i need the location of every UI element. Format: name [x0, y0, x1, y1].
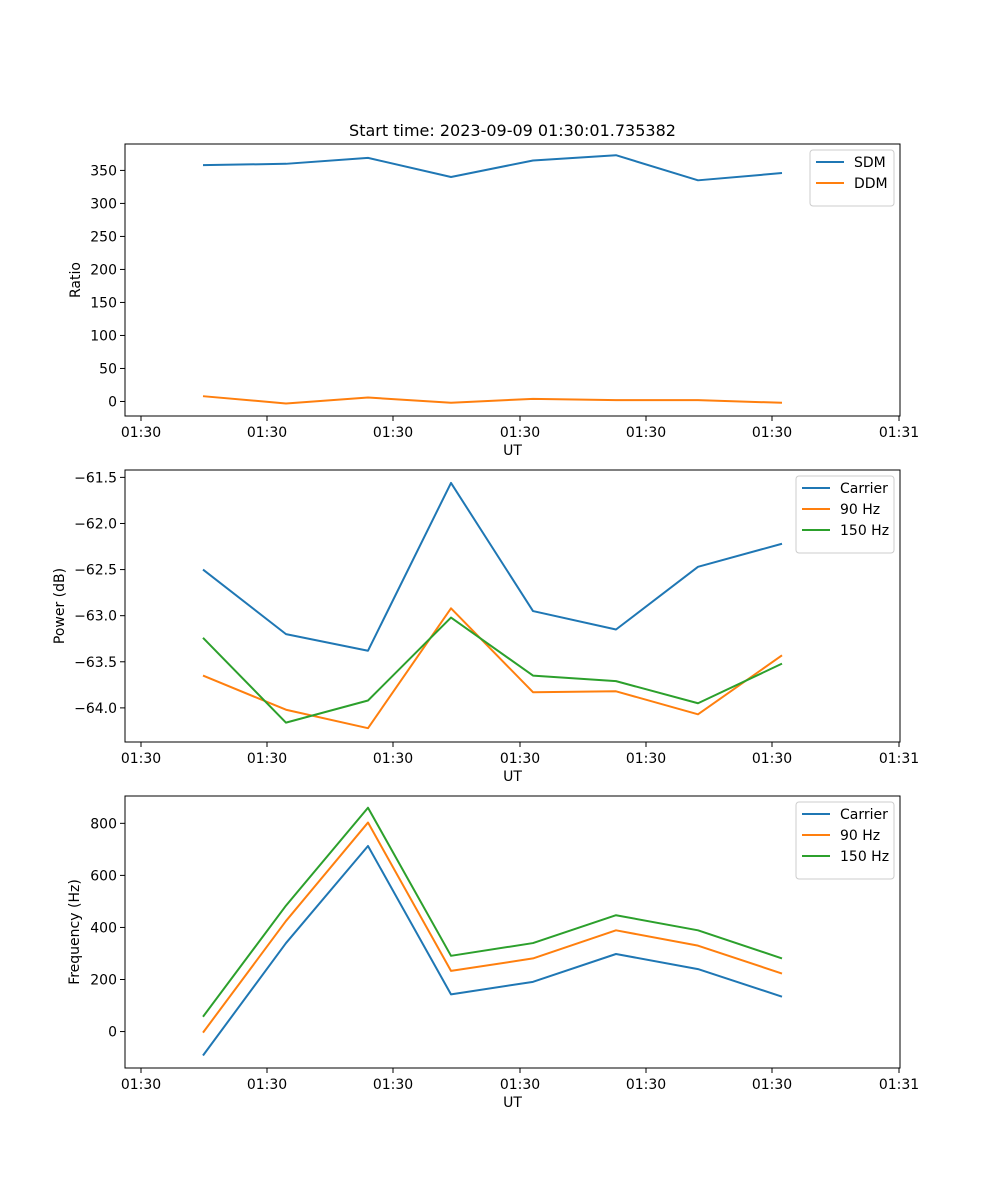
y-axis-label: Frequency (Hz) — [67, 879, 83, 985]
y-tick-label: 150 — [90, 295, 117, 311]
series-line-ddm — [202, 395, 783, 405]
y-tick-label: 350 — [90, 163, 117, 179]
y-tick-label: 400 — [90, 920, 117, 936]
y-tick-label: 200 — [90, 262, 117, 278]
chart-panel-2: 01:30 01:30 01:30 01:30 01:30 01:30 01:31 −64.0… — [52, 469, 919, 785]
x-tick-label: 01:30 — [247, 751, 287, 767]
y-axis-label: Power (dB) — [52, 568, 68, 644]
chart-title: Start time: 2023-09-09 01:30:01.735382 — [349, 121, 676, 140]
y-tick-label: −62.0 — [74, 516, 117, 532]
x-tick-label: 01:30 — [626, 751, 666, 767]
x-axis-label: UT — [503, 1095, 522, 1111]
legend — [809, 149, 895, 207]
y-tick-label: −63.0 — [74, 609, 117, 625]
y-tick-label: 800 — [90, 816, 117, 832]
x-tick-label: 01:30 — [373, 425, 413, 441]
x-tick-label: 01:30 — [752, 425, 792, 441]
x-tick-label: 01:30 — [752, 751, 792, 767]
x-tick-label: 01:30 — [247, 425, 287, 441]
x-tick-label: 01:31 — [879, 1077, 919, 1093]
series-line-150-hz — [202, 616, 783, 724]
y-tick-label: 300 — [90, 196, 117, 212]
series-line-sdm — [202, 154, 783, 182]
y-tick-label: 100 — [90, 328, 117, 344]
x-tick-label: 01:30 — [500, 1077, 540, 1093]
y-tick-label: −64.0 — [74, 701, 117, 717]
plot-area — [124, 143, 901, 417]
y-tick-label: 0 — [108, 394, 117, 410]
x-tick-label: 01:30 — [500, 425, 540, 441]
legend-label: 150 Hz — [840, 523, 889, 539]
legend-label: 150 Hz — [840, 849, 889, 865]
y-tick-label: −62.5 — [74, 563, 117, 579]
series-line-90-hz — [202, 607, 783, 730]
legend — [795, 475, 895, 554]
x-tick-label: 01:31 — [879, 425, 919, 441]
y-tick-label: −63.5 — [74, 655, 117, 671]
y-tick-label: −61.5 — [74, 470, 117, 486]
y-tick-label: 250 — [90, 229, 117, 245]
legend-label: DDM — [854, 176, 888, 192]
y-tick-label: 0 — [108, 1025, 117, 1041]
x-tick-label: 01:30 — [121, 1077, 161, 1093]
x-tick-label: 01:30 — [626, 1077, 666, 1093]
x-tick-label: 01:31 — [879, 751, 919, 767]
series-line-90-hz — [202, 821, 783, 1034]
legend-label: 90 Hz — [840, 502, 880, 518]
x-axis-label: UT — [503, 443, 522, 459]
x-axis-label: UT — [503, 769, 522, 785]
plot-area — [124, 795, 901, 1069]
series-line-carrier — [202, 844, 783, 1057]
chart-panel-3: 01:30 01:30 01:30 01:30 01:30 01:30 01:31 0 200 4… — [67, 795, 919, 1111]
x-tick-label: 01:30 — [500, 751, 540, 767]
x-tick-label: 01:30 — [121, 425, 161, 441]
x-tick-label: 01:30 — [121, 751, 161, 767]
y-axis-label: Ratio — [68, 262, 84, 298]
chart-panel-1: Start time: 2023-09-09 01:30:01.73538201… — [68, 121, 919, 459]
series-line-carrier — [202, 481, 783, 652]
y-tick-label: 200 — [90, 973, 117, 989]
x-tick-label: 01:30 — [626, 425, 666, 441]
y-tick-label: 50 — [99, 361, 117, 377]
legend-label: Carrier — [840, 807, 888, 823]
x-tick-label: 01:30 — [373, 751, 413, 767]
x-tick-label: 01:30 — [752, 1077, 792, 1093]
y-tick-label: 600 — [90, 868, 117, 884]
legend-label: Carrier — [840, 481, 888, 497]
series-line-150-hz — [202, 806, 783, 1018]
plot-area — [124, 469, 901, 743]
x-tick-label: 01:30 — [247, 1077, 287, 1093]
legend — [795, 801, 895, 880]
legend-label: 90 Hz — [840, 828, 880, 844]
legend-label: SDM — [854, 155, 886, 171]
x-tick-label: 01:30 — [373, 1077, 413, 1093]
